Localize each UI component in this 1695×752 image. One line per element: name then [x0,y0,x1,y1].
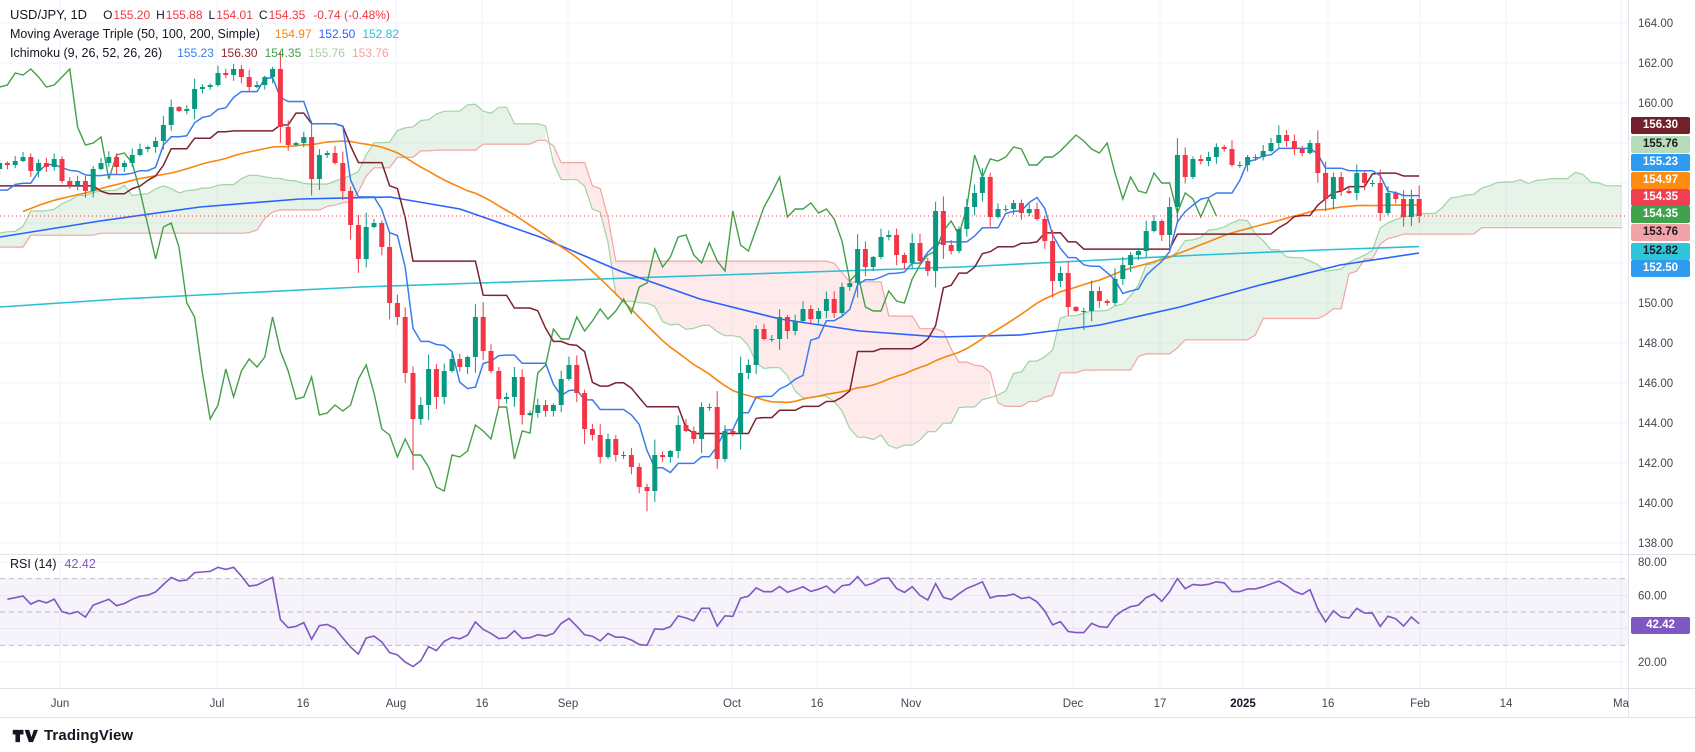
tenkan-line [0,76,1420,474]
time-axis-label: Nov [901,698,922,710]
senkou-b-line [0,139,1622,407]
ma100-line [0,196,1420,338]
ma200-value: 152.82 [362,27,400,41]
rsi-axis-label: 20.00 [1638,657,1667,669]
time-axis-label: 17 [1154,698,1167,710]
bottom-toolbar: TradingView [0,717,1695,752]
tenkan-value: 155.23 [177,46,214,60]
ichimoku-cloud-bullish [0,104,546,248]
legend-symbol-row: USD/JPY, 1D O155.20 H155.88 L154.01 C154.35-… [10,5,399,24]
price-badge: 155.76 [1631,135,1690,153]
ma50-line [22,140,1420,404]
candles-layer [0,52,1422,512]
price-axis-label: 146.00 [1638,378,1673,390]
price-badge: 155.23 [1631,153,1690,171]
ma200-line [0,245,1420,308]
senkou-b-value: 153.76 [351,46,389,60]
kijun-line [0,112,1420,435]
time-axis-label: 14 [1500,698,1513,710]
rsi-value-badge: 42.42 [1631,616,1690,634]
price-axis-label: 142.00 [1638,458,1673,470]
time-axis-label: Aug [386,698,406,710]
time-axis-label: 16 [1322,698,1335,710]
close-label: C [258,8,268,22]
legend: USD/JPY, 1D O155.20 H155.88 L154.01 C154.35-… [10,5,399,62]
axis-labels[interactable]: 164.00 162.00 160.00 150.00 148.00 146.00 144.… [51,18,1673,710]
chikou-value: 154.35 [264,46,302,60]
time-axis-label: 16 [297,698,310,710]
rsi-axis-label: 60.00 [1638,590,1667,602]
open-value: 155.20 [113,8,151,22]
high-label: H [156,8,165,22]
price-axis-label: 162.00 [1638,58,1673,70]
tradingview-logo-text: TradingView [44,727,134,744]
time-axis-label: Ma [1613,698,1630,710]
senkou-a-line [0,103,1622,450]
symbol-title[interactable]: USD/JPY, 1D [10,7,88,22]
legend-ichimoku-row: Ichimoku (9, 26, 52, 26, 26) 155.23 156.30… [10,43,399,62]
legend-ma-row: Moving Average Triple (50, 100, 200, Sim… [10,24,399,43]
kijun-value: 156.30 [220,46,258,60]
low-label: L [208,8,216,22]
price-axis-label: 138.00 [1638,538,1673,550]
rsi-axis-label: 80.00 [1638,557,1667,569]
price-badge: 152.82 [1631,242,1690,260]
time-axis-label: Feb [1410,698,1430,710]
rsi-line [7,566,1420,668]
ma50-value: 154.97 [274,27,312,41]
price-badge: 154.35 [1631,205,1690,223]
ichimoku-indicator-title[interactable]: Ichimoku (9, 26, 52, 26, 26) [10,46,163,60]
price-axis-label: 160.00 [1638,98,1673,110]
open-label: O [103,8,113,22]
ichimoku-cloud-bullish [998,172,1622,407]
senkou-a-value: 155.76 [308,46,345,60]
ma-indicator-title[interactable]: Moving Average Triple (50, 100, 200, Sim… [10,27,260,41]
rsi-pane[interactable] [0,566,1628,668]
price-axis-label: 164.00 [1638,18,1673,30]
price-axis-label: 148.00 [1638,338,1673,350]
price-axis-label: 150.00 [1638,298,1673,310]
time-axis-label: Jul [210,698,225,710]
price-axis-label: 140.00 [1638,498,1673,510]
price-badge: 153.76 [1631,223,1690,241]
time-axis-label: 16 [476,698,489,710]
rsi-legend: RSI (14) 42.42 [10,557,96,571]
price-badge: 154.97 [1631,171,1690,189]
time-axis-label: 16 [811,698,824,710]
change-value: -0.74 (-0.48%) [313,8,390,22]
price-badge: 156.30 [1631,116,1690,134]
time-axis-label: Sep [558,698,578,710]
high-value: 155.88 [165,8,203,22]
time-axis-label: Dec [1063,698,1084,710]
grid-layer [0,0,1628,688]
close-value: 154.35 [268,8,306,22]
ichimoku-cloud-bearish [553,145,991,449]
main-pane[interactable] [0,52,1628,512]
price-badge: 154.35 [1631,188,1690,206]
low-value: 154.01 [216,8,253,22]
price-axis-label: 144.00 [1638,418,1673,430]
tradingview-logo-icon [12,729,38,742]
time-axis-label: Jun [51,698,70,710]
rsi-indicator-title[interactable]: RSI (14) [10,557,57,571]
tradingview-logo[interactable]: TradingView [12,727,133,744]
rsi-value: 42.42 [64,557,96,571]
time-axis-label: 2025 [1230,698,1256,710]
ma100-value: 152.50 [318,27,356,41]
price-badge: 152.50 [1631,259,1690,277]
chikou-line [0,67,1218,493]
time-axis-label: Oct [723,698,742,710]
